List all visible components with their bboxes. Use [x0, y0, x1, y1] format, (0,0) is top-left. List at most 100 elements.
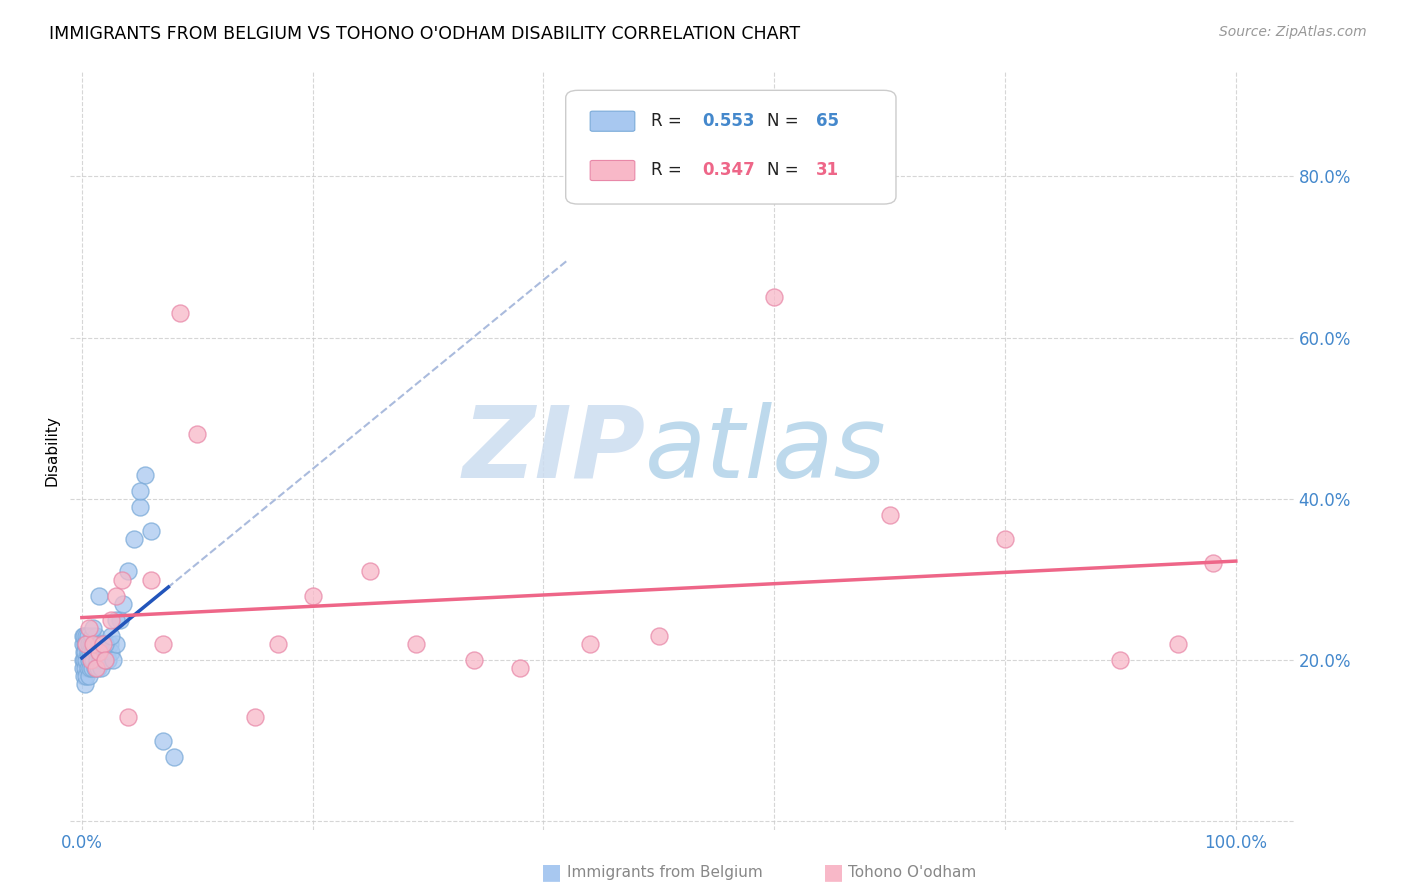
Point	[301, 589, 323, 603]
Point	[73, 645, 96, 659]
Point	[359, 565, 381, 579]
Point	[96, 645, 118, 659]
Point	[76, 629, 98, 643]
Point	[93, 645, 115, 659]
Point	[82, 629, 104, 643]
Point	[80, 653, 103, 667]
Point	[105, 613, 128, 627]
Point	[89, 645, 111, 659]
Point	[72, 661, 94, 675]
Point	[75, 661, 97, 675]
Point	[105, 589, 128, 603]
Text: ■: ■	[541, 863, 562, 882]
Point	[152, 734, 174, 748]
Point	[84, 661, 107, 675]
Point	[72, 637, 94, 651]
Point	[648, 629, 671, 643]
Point	[80, 653, 103, 667]
Point	[763, 290, 786, 304]
Text: IMMIGRANTS FROM BELGIUM VS TOHONO O'ODHAM DISABILITY CORRELATION CHART: IMMIGRANTS FROM BELGIUM VS TOHONO O'ODHA…	[49, 25, 800, 43]
Point	[169, 306, 191, 320]
Text: N =: N =	[766, 161, 804, 179]
Point	[578, 637, 600, 651]
Point	[87, 661, 110, 675]
Point	[111, 573, 134, 587]
Point	[84, 645, 107, 659]
Point	[77, 621, 100, 635]
Point	[75, 645, 97, 659]
Text: Source: ZipAtlas.com: Source: ZipAtlas.com	[1219, 25, 1367, 39]
Point	[79, 661, 101, 675]
Point	[152, 637, 174, 651]
Point	[101, 653, 124, 667]
Point	[77, 653, 100, 667]
Point	[77, 637, 100, 651]
Point	[77, 669, 100, 683]
Point	[128, 483, 150, 498]
Point	[82, 637, 104, 651]
Point	[82, 621, 104, 635]
Y-axis label: Disability: Disability	[45, 415, 60, 486]
Point	[100, 645, 122, 659]
Point	[117, 709, 139, 723]
Point	[267, 637, 290, 651]
Text: atlas: atlas	[645, 402, 887, 499]
Point	[879, 508, 901, 522]
Point	[112, 597, 135, 611]
Point	[1109, 653, 1132, 667]
Point	[75, 637, 97, 651]
Text: N =: N =	[766, 112, 804, 130]
Point	[84, 629, 107, 643]
Point	[134, 467, 156, 482]
Text: 31: 31	[815, 161, 839, 179]
Point	[139, 573, 162, 587]
Point	[75, 669, 97, 683]
FancyBboxPatch shape	[591, 112, 636, 131]
Point	[82, 653, 104, 667]
Point	[73, 629, 96, 643]
Point	[75, 637, 97, 651]
Point	[72, 653, 94, 667]
Point	[89, 637, 111, 651]
Point	[100, 629, 122, 643]
Text: ZIP: ZIP	[463, 402, 645, 499]
Point	[82, 645, 104, 659]
Point	[94, 637, 117, 651]
Point	[91, 637, 114, 651]
Point	[405, 637, 427, 651]
Text: Tohono O'odham: Tohono O'odham	[848, 865, 976, 880]
Point	[97, 653, 120, 667]
Point	[89, 589, 111, 603]
Point	[79, 645, 101, 659]
Point	[98, 637, 121, 651]
Point	[86, 653, 108, 667]
Point	[100, 613, 122, 627]
Point	[75, 653, 97, 667]
Text: ■: ■	[823, 863, 844, 882]
Point	[73, 669, 96, 683]
Point	[91, 637, 114, 651]
Point	[128, 500, 150, 514]
Point	[163, 750, 186, 764]
Text: R =: R =	[651, 161, 686, 179]
Point	[90, 661, 112, 675]
Point	[80, 637, 103, 651]
Point	[94, 653, 117, 667]
Point	[509, 661, 531, 675]
Point	[1167, 637, 1189, 651]
Point	[105, 637, 128, 651]
Point	[122, 532, 145, 546]
Point	[82, 661, 104, 675]
Point	[463, 653, 485, 667]
Point	[76, 661, 98, 675]
Point	[243, 709, 266, 723]
Point	[83, 637, 105, 651]
Point	[94, 653, 117, 667]
Point	[117, 565, 139, 579]
Text: 65: 65	[815, 112, 839, 130]
Point	[139, 524, 162, 538]
FancyBboxPatch shape	[565, 90, 896, 204]
Point	[83, 661, 105, 675]
Point	[89, 653, 111, 667]
Point	[73, 653, 96, 667]
